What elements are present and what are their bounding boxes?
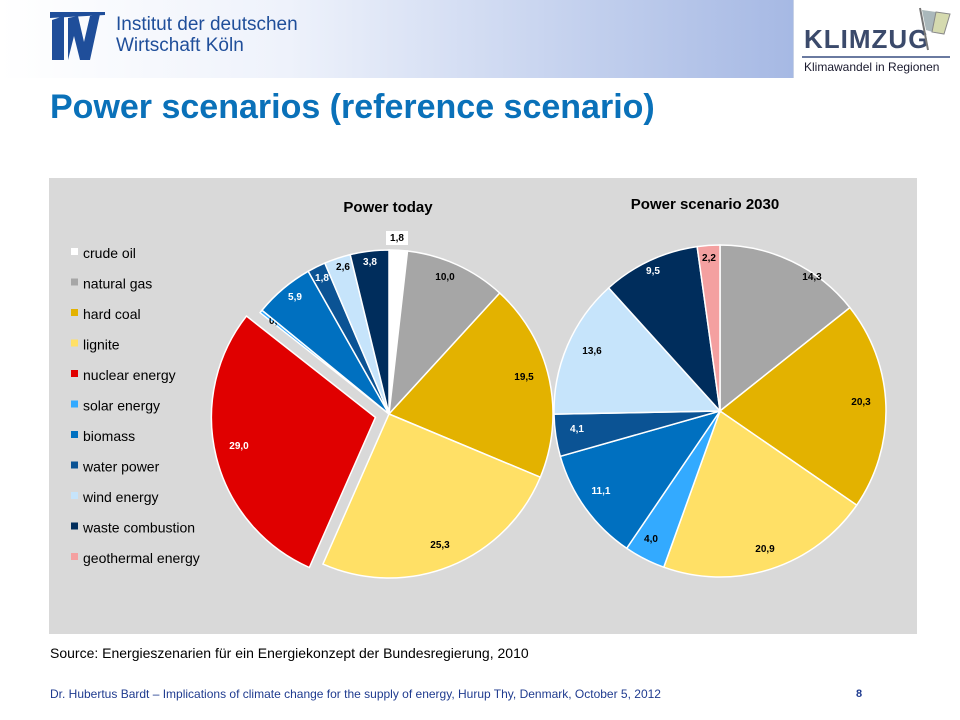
windsock-icon	[919, 7, 951, 51]
legend-label-water-power: water power	[82, 459, 160, 475]
legend-label-geothermal-energy: geothermal energy	[83, 550, 200, 566]
data-label-lignite: 25,3	[430, 540, 450, 551]
data-label-crude-oil: 1,8	[390, 233, 404, 244]
data-label-water-power: 1,8	[315, 273, 329, 284]
pie-charts: Power today Power scenario 2030 crude oi…	[71, 196, 887, 579]
legend-swatch-wind-energy	[71, 492, 78, 499]
legend-swatch-biomass	[71, 431, 78, 438]
legend-label-solar-energy: solar energy	[83, 398, 160, 414]
legend-item-wind-energy: wind energy	[71, 489, 159, 505]
legend-item-nuclear-energy: nuclear energy	[71, 367, 176, 383]
chart-legend: crude oil natural gas hard coal lignite nucl…	[71, 245, 200, 566]
legend-item-lignite: lignite	[71, 337, 120, 353]
pie-slice-waste-combustion	[607, 245, 722, 414]
pie-slice-natural-gas	[387, 250, 501, 417]
klimzug-subtitle: Klimawandel in Regionen	[804, 60, 940, 74]
pie-slice-lignite	[321, 413, 542, 579]
data-label-waste-combustion: 9,5	[646, 266, 660, 277]
legend-swatch-natural-gas	[71, 278, 78, 286]
data-label-geothermal-energy: 2,2	[702, 253, 716, 264]
klimzug-divider	[802, 56, 950, 58]
legend-item-natural-gas: natural gas	[71, 276, 152, 292]
legend-label-nuclear-energy: nuclear energy	[83, 367, 176, 383]
institute-name: Institut der deutschen Wirtschaft Köln	[116, 14, 298, 56]
data-label-background	[386, 231, 408, 245]
page-number: 8	[856, 688, 863, 700]
pie-power-today: 1,810,019,525,329,00,35,91,82,63,8	[210, 231, 554, 579]
legend-swatch-lignite	[71, 339, 78, 347]
klimzug-name: KLIMZUG	[804, 24, 930, 54]
data-label-wind-energy: 2,6	[336, 262, 350, 273]
legend-label-lignite: lignite	[83, 337, 120, 353]
data-label-hard-coal: 19,5	[514, 372, 534, 383]
legend-swatch-solar-energy	[71, 400, 78, 408]
data-label-biomass: 11,1	[592, 486, 611, 497]
pie-power-2030: 14,3 20,3 20,9 4,0 11,1 4,1 13,6 9,5 2,2	[553, 244, 887, 578]
data-label-waste-combustion: 3,8	[363, 257, 377, 268]
legend-item-crude-oil: crude oil	[71, 245, 136, 261]
klimzug-logo: KLIMZUG Klimawandel in Regionen	[793, 0, 960, 78]
legend-item-water-power: water power	[71, 459, 160, 475]
legend-label-natural-gas: natural gas	[83, 276, 152, 292]
legend-label-biomass: biomass	[83, 428, 135, 444]
pie-slice-wind-energy	[553, 286, 722, 415]
data-label-natural-gas: 10,0	[435, 272, 455, 283]
data-label-hard-coal: 20,3	[851, 397, 871, 408]
pie-slice-waste-combustion	[349, 249, 390, 415]
data-label-nuclear-energy: 29,0	[229, 441, 249, 452]
data-label-biomass: 5,9	[288, 292, 302, 303]
chart-title-today: Power today	[343, 199, 433, 216]
legend-swatch-water-power	[71, 461, 78, 469]
pie-slice-geothermal-energy	[696, 244, 721, 412]
data-label-lignite: 20,9	[755, 544, 775, 555]
pie-slice-nuclear-energy	[210, 315, 377, 569]
legend-label-waste-combustion: waste combustion	[82, 520, 195, 536]
data-label-natural-gas: 14,3	[802, 272, 822, 283]
data-label-solar-energy: 4,0	[644, 534, 658, 545]
pie-slice-hard-coal	[718, 306, 887, 507]
data-label-wind-energy: 13,6	[582, 346, 602, 357]
iw-logo-icon	[50, 12, 105, 60]
institute-name-line2: Wirtschaft Köln	[116, 35, 244, 56]
institute-name-line1: Institut der deutschen	[116, 14, 298, 35]
legend-swatch-waste-combustion	[71, 522, 78, 530]
legend-swatch-nuclear-energy	[71, 370, 78, 377]
pie-slice-natural-gas	[719, 244, 851, 413]
legend-item-hard-coal: hard coal	[71, 306, 141, 322]
pie-slice-hard-coal	[387, 291, 554, 479]
legend-swatch-hard-coal	[71, 309, 78, 316]
page-title: Power scenarios (reference scenario)	[50, 88, 655, 126]
legend-item-geothermal-energy: geothermal energy	[71, 550, 200, 566]
legend-item-biomass: biomass	[71, 428, 135, 444]
chart-panel: Power today Power scenario 2030 crude oi…	[49, 178, 917, 634]
legend-label-crude-oil: crude oil	[83, 245, 136, 261]
source-note: Source: Energieszenarien für ein Energie…	[50, 645, 529, 661]
legend-swatch-crude-oil	[71, 248, 78, 255]
legend-label-wind-energy: wind energy	[82, 489, 159, 505]
chart-title-2030: Power scenario 2030	[631, 196, 779, 213]
pie-slice-lignite	[662, 409, 858, 578]
data-label-water-power: 4,1	[570, 424, 584, 435]
footer-text: Dr. Hubertus Bardt – Implications of cli…	[50, 687, 661, 701]
legend-label-hard-coal: hard coal	[83, 306, 141, 322]
legend-item-waste-combustion: waste combustion	[71, 520, 195, 536]
legend-item-solar-energy: solar energy	[71, 398, 160, 414]
legend-swatch-geothermal-energy	[71, 553, 78, 560]
